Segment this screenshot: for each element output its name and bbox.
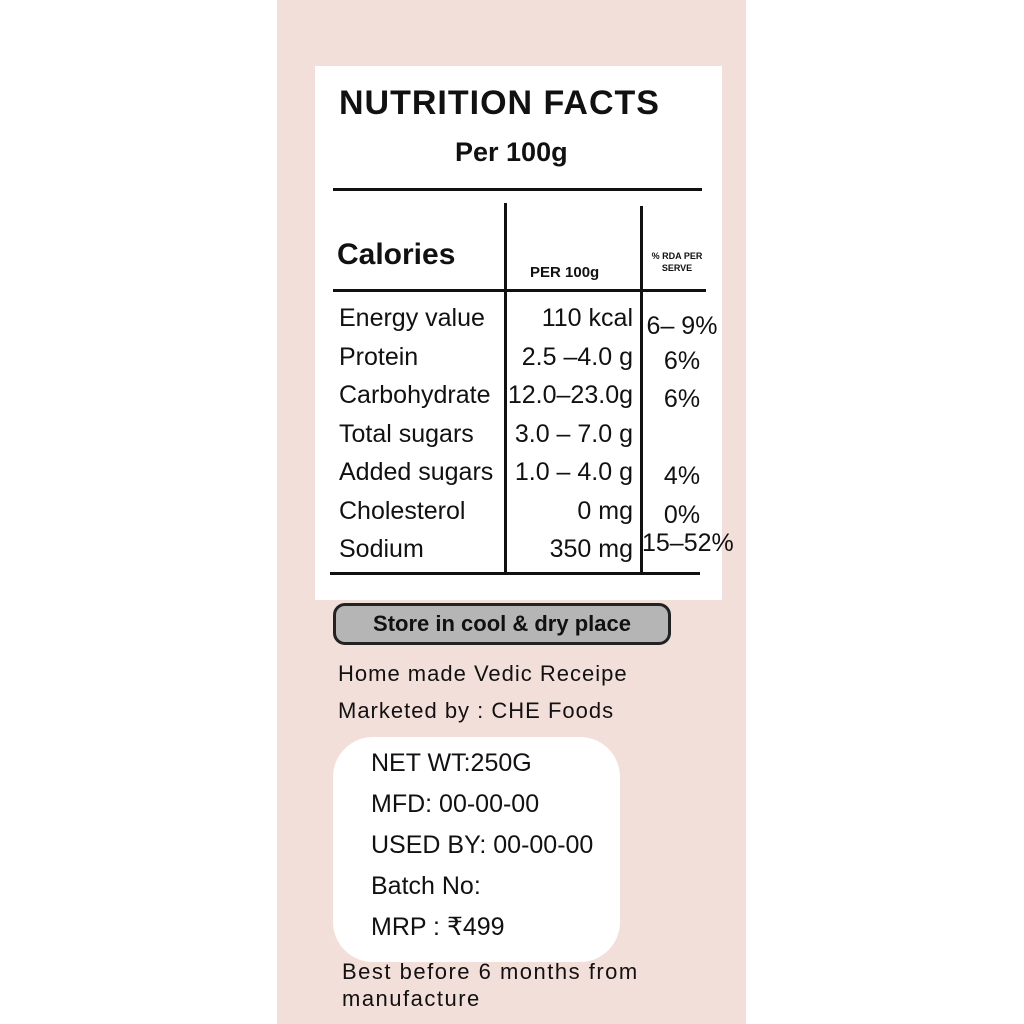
title: NUTRITION FACTS	[339, 84, 660, 122]
column-header: PER 100g	[530, 264, 600, 281]
column-header: Calories	[337, 238, 456, 271]
nutrient-name: Carbohydrate	[339, 381, 491, 409]
nutrient-name: Total sugars	[339, 419, 474, 448]
detail-line: MRP : ₹499	[371, 913, 505, 941]
info-line: Home made Vedic Receipe	[338, 661, 628, 686]
detail-line: Batch No:	[371, 872, 481, 900]
divider	[330, 572, 700, 575]
nutrient-amount: 12.0–23.0g	[507, 381, 633, 409]
nutrient-name: Protein	[339, 342, 419, 371]
nutrient-amount: 1.0 – 4.0 g	[514, 458, 633, 486]
nutrient-amount: 350 mg	[549, 535, 633, 563]
column-line	[640, 206, 643, 573]
nutrient-rda: 6– 9%	[646, 312, 718, 340]
details-box	[333, 737, 620, 962]
divider	[333, 289, 706, 292]
divider	[333, 188, 702, 191]
storage-badge: Store in cool & dry place	[333, 603, 671, 645]
detail-line: NET WT:250G	[371, 749, 532, 777]
nutrient-rda: 6%	[663, 346, 701, 375]
nutrient-name: Added sugars	[339, 458, 494, 486]
nutrient-name: Cholesterol	[339, 496, 466, 525]
nutrient-rda: 4%	[663, 462, 701, 490]
nutrient-amount: 0 mg	[577, 496, 633, 525]
nutrient-amount: 3.0 – 7.0 g	[514, 419, 633, 448]
detail-line: MFD: 00-00-00	[371, 790, 540, 818]
detail-line: USED BY: 00-00-00	[371, 831, 594, 859]
column-line	[504, 203, 507, 573]
nutrient-name: Sodium	[339, 535, 424, 563]
nutrient-rda: 0%	[663, 500, 701, 529]
nutrient-rda: 15–52%	[642, 529, 734, 557]
nutrient-amount: 110 kcal	[541, 304, 633, 332]
column-header: % RDA PER SERVE	[651, 251, 703, 273]
nutrition-card	[315, 66, 722, 600]
nutrient-name: Energy value	[339, 304, 485, 332]
nutrient-amount: 2.5 –4.0 g	[521, 342, 633, 371]
nutrient-rda: 6%	[663, 385, 701, 413]
footer: Best before 6 months from manufacture	[342, 959, 639, 1011]
info-line: Marketed by : CHE Foods	[338, 698, 615, 723]
subtitle: Per 100g	[455, 137, 568, 167]
